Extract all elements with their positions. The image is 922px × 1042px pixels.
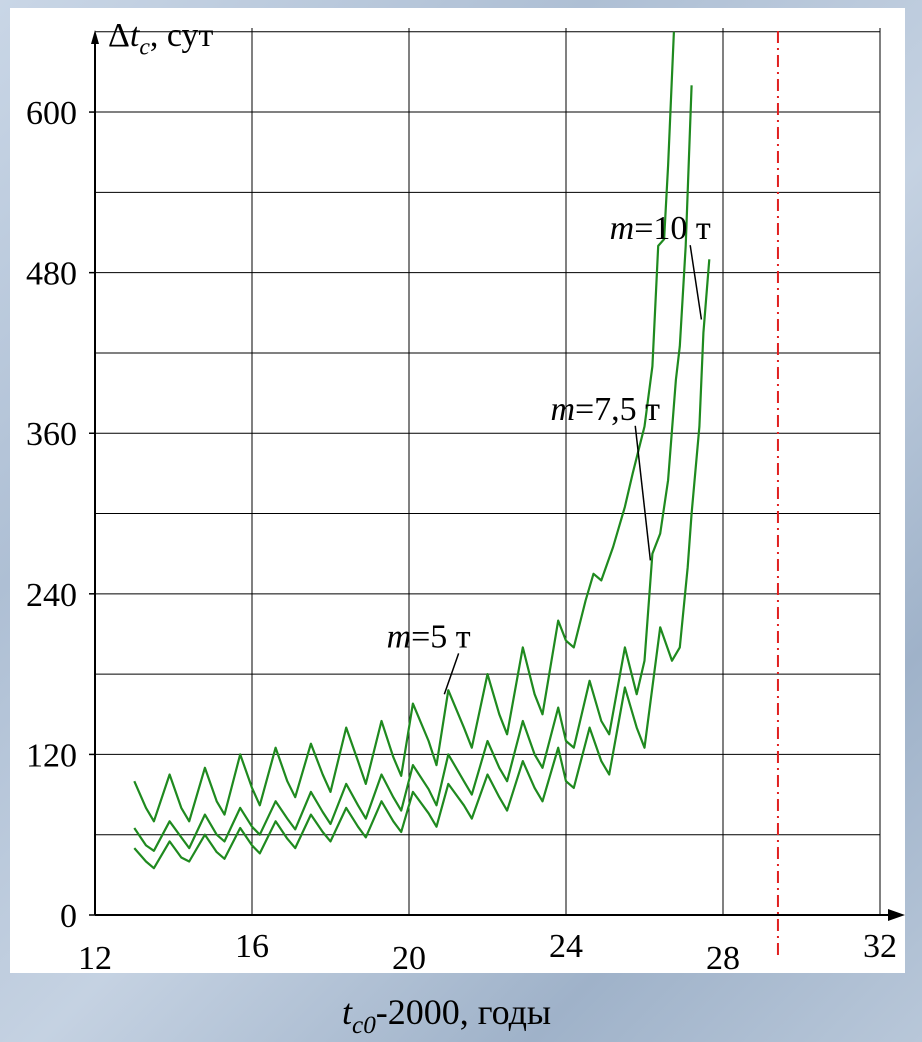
y-tick-label: 120 [26,737,77,774]
y-tick-label: 0 [60,898,77,935]
grid-lines [95,28,881,915]
x-axis-label: tc0-2000, годы [342,992,551,1039]
annotations: m=10 т m=7,5 т m=5 т [387,210,711,695]
y-tick-label: 480 [26,256,77,293]
chart-panel [10,8,905,973]
series-line [133,85,693,852]
series-group [133,31,711,870]
x-tick-label: 12 [78,940,112,977]
x-axis-arrow-icon [888,909,905,921]
y-axis-arrow-icon [91,30,99,44]
series-line [133,259,711,870]
annotation-leader-line [634,425,652,561]
x-tick-label: 28 [706,940,740,977]
series-annotation: m=5 т [387,618,471,655]
series-line [133,31,675,823]
series-annotation: m=10 т [610,210,711,247]
annotation-leader-line [443,653,460,695]
x-tick-label: 16 [235,928,269,965]
axes [89,30,905,921]
y-tick-label: 360 [26,416,77,453]
tick-labels: 0 120 240 360 480 600 12 16 20 24 28 32 [26,95,897,977]
x-tick-label: 20 [392,940,426,977]
annotation-leader-line [689,245,703,320]
x-tick-label: 32 [863,928,897,965]
series-annotation: m=7,5 т [550,391,660,428]
y-tick-label: 240 [26,577,77,614]
x-tick-label: 24 [549,928,583,965]
y-axis-label: Δtc, сут [108,17,214,61]
y-tick-label: 600 [26,95,77,132]
